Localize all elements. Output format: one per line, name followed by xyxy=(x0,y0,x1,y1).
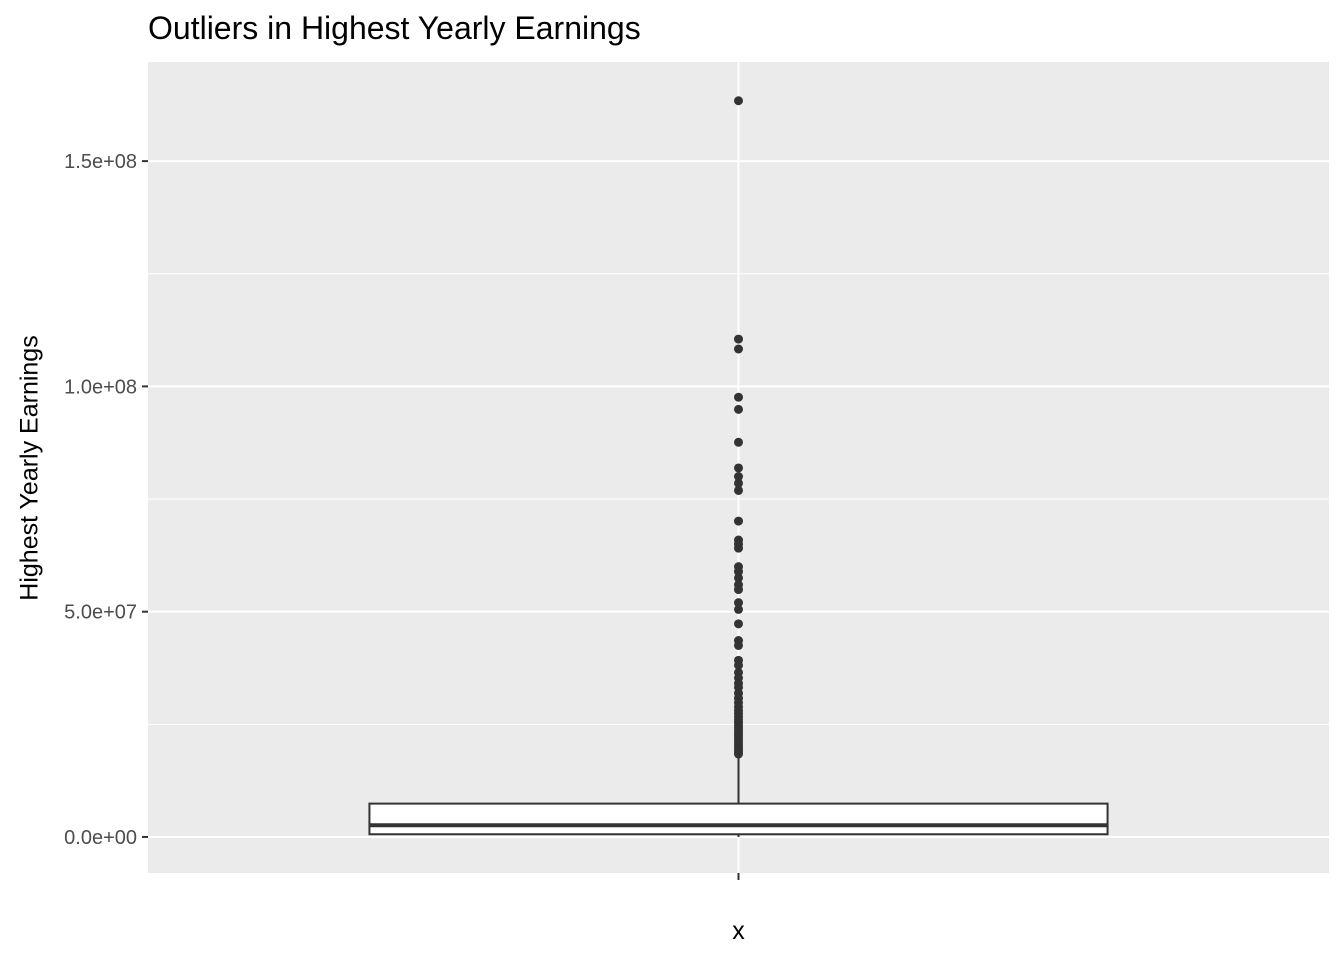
outlier-point xyxy=(734,598,743,608)
y-tick-label: 1.5e+08 xyxy=(64,151,137,173)
outlier-point xyxy=(734,334,743,344)
outlier-point xyxy=(734,585,743,595)
outlier-point xyxy=(734,485,743,495)
boxplot-group xyxy=(368,96,1109,837)
chart-title: Outliers in Highest Yearly Earnings xyxy=(148,10,641,46)
outlier-point xyxy=(734,463,743,473)
iqr-box xyxy=(368,802,1109,836)
outlier-point xyxy=(734,619,743,629)
outlier-point xyxy=(734,567,743,577)
x-tick-label: x xyxy=(732,917,745,945)
outlier-point xyxy=(734,96,743,106)
outlier-point xyxy=(734,404,743,414)
outlier-point xyxy=(734,478,743,488)
outlier-point xyxy=(734,749,743,759)
outlier-point xyxy=(734,640,743,650)
outlier-point xyxy=(734,344,743,354)
outlier-point xyxy=(734,660,743,670)
outlier-point xyxy=(734,516,743,526)
outlier-point xyxy=(734,543,743,553)
outlier-point xyxy=(734,472,743,482)
y-tick-label: 5.0e+07 xyxy=(64,602,137,624)
y-axis: 0.0e+00 5.0e+07 1.0e+08 1.5e+08 xyxy=(64,151,148,849)
y-tick-label: 0.0e+00 xyxy=(64,827,137,849)
outlier-point xyxy=(734,437,743,447)
outlier-point xyxy=(734,392,743,402)
y-tick-label: 1.0e+08 xyxy=(64,376,137,398)
outlier-point xyxy=(734,573,743,583)
outlier-point xyxy=(734,604,743,614)
x-axis: x xyxy=(732,873,745,945)
